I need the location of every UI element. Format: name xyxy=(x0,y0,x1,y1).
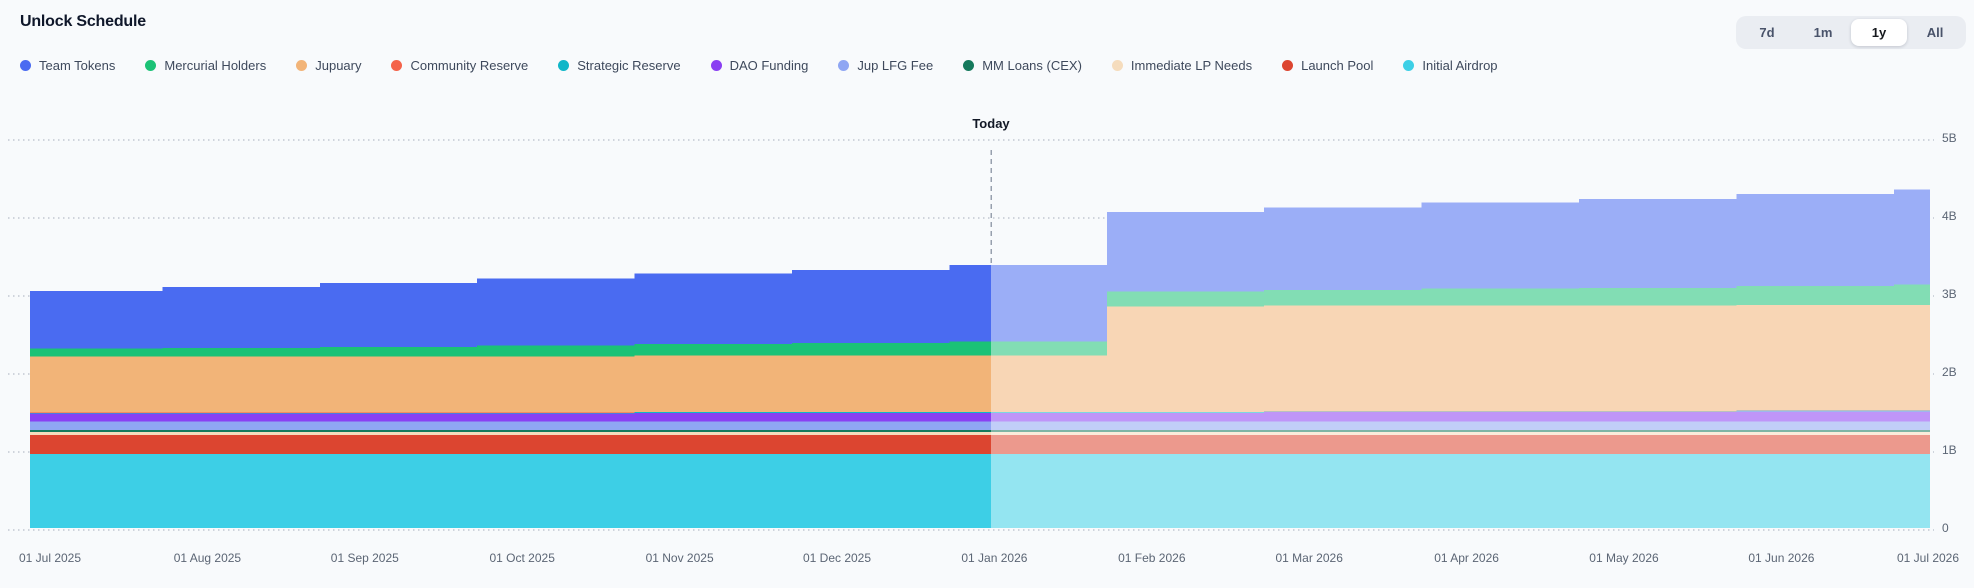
legend-item-initial-airdrop[interactable]: Initial Airdrop xyxy=(1403,58,1498,73)
legend-item-jupuary[interactable]: Jupuary xyxy=(296,58,361,73)
legend-item-team-tokens[interactable]: Team Tokens xyxy=(20,58,115,73)
range-button-1m[interactable]: 1m xyxy=(1795,19,1851,46)
x-axis-label: 01 Oct 2025 xyxy=(489,551,555,565)
legend-label: Strategic Reserve xyxy=(577,58,681,73)
y-axis-label: 2B xyxy=(1942,365,1957,379)
legend-label: Jupuary xyxy=(315,58,362,73)
x-axis-label: 01 Nov 2025 xyxy=(645,551,714,565)
legend-label: Initial Airdrop xyxy=(1422,58,1498,73)
legend-label: Immediate LP Needs xyxy=(1130,58,1253,73)
legend-item-dao-funding[interactable]: DAO Funding xyxy=(710,58,809,73)
legend-label: Jup LFG Fee xyxy=(857,58,934,73)
y-axis-label: 1B xyxy=(1942,443,1957,457)
x-axis-label: 01 Jul 2025 xyxy=(18,551,82,565)
legend-dot-jupuary xyxy=(296,60,308,71)
legend-item-mercurial-holders[interactable]: Mercurial Holders xyxy=(145,58,266,73)
range-button-all[interactable]: All xyxy=(1907,19,1963,46)
x-axis-label: 01 Jun 2026 xyxy=(1748,551,1815,565)
x-axis-label: 01 Aug 2025 xyxy=(173,551,242,565)
x-axis-label: 01 Sep 2025 xyxy=(330,551,399,565)
range-button-1y[interactable]: 1y xyxy=(1851,19,1907,46)
legend-dot-team-tokens xyxy=(20,60,31,71)
page-title: Unlock Schedule xyxy=(20,13,146,30)
time-range-selector: 7d 1m 1y All xyxy=(1736,16,1966,49)
range-button-7d[interactable]: 7d xyxy=(1739,19,1795,46)
legend-label: Mercurial Holders xyxy=(164,58,267,73)
legend-label: Community Reserve xyxy=(410,58,529,73)
y-axis-label: 5B xyxy=(1942,131,1957,145)
legend-item-mm-loans-cex[interactable]: MM Loans (CEX) xyxy=(963,58,1082,73)
legend-label: DAO Funding xyxy=(729,58,809,73)
legend-dot-initial-airdrop xyxy=(1403,60,1415,71)
x-axis-label: 01 Feb 2026 xyxy=(1118,551,1186,565)
legend-label: MM Loans (CEX) xyxy=(982,58,1082,73)
legend-dot-strategic-reserve xyxy=(558,60,570,71)
today-marker-label: Today xyxy=(972,116,1010,131)
legend-dot-mercurial-holders xyxy=(145,60,157,71)
x-axis-label: 01 Jul 2026 xyxy=(1896,551,1960,565)
legend-item-launch-pool[interactable]: Launch Pool xyxy=(1282,58,1373,73)
chart-legend: Team Tokens Mercurial Holders Jupuary Commu… xyxy=(20,58,1714,73)
legend-item-jup-lfg-fee[interactable]: Jup LFG Fee xyxy=(838,58,933,73)
x-axis-label: 01 Dec 2025 xyxy=(802,551,872,565)
legend-label: Team Tokens xyxy=(39,58,116,73)
y-axis-label: 4B xyxy=(1942,209,1957,223)
x-axis-label: 01 Apr 2026 xyxy=(1434,551,1499,565)
legend-item-community-reserve[interactable]: Community Reserve xyxy=(391,58,528,73)
legend-dot-mm-loans-cex xyxy=(963,60,975,71)
x-axis-label: 01 Mar 2026 xyxy=(1275,551,1343,565)
y-axis-label: 0 xyxy=(1942,521,1949,535)
area-initial-airdrop xyxy=(30,453,991,528)
x-axis-label: 01 May 2026 xyxy=(1589,551,1659,565)
x-axis-label: 01 Jan 2026 xyxy=(961,551,1028,565)
y-axis-label: 3B xyxy=(1942,287,1957,301)
legend-item-strategic-reserve[interactable]: Strategic Reserve xyxy=(558,58,681,73)
legend-dot-jup-lfg-fee xyxy=(838,60,850,71)
legend-dot-immediate-lp-needs xyxy=(1111,60,1123,71)
legend-dot-launch-pool xyxy=(1282,60,1294,71)
legend-label: Launch Pool xyxy=(1301,58,1374,73)
legend-dot-community-reserve xyxy=(391,60,403,71)
legend-item-immediate-lp-needs[interactable]: Immediate LP Needs xyxy=(1111,58,1253,73)
area-initial-airdrop-projected xyxy=(991,453,1930,528)
legend-dot-dao-funding xyxy=(710,60,722,71)
